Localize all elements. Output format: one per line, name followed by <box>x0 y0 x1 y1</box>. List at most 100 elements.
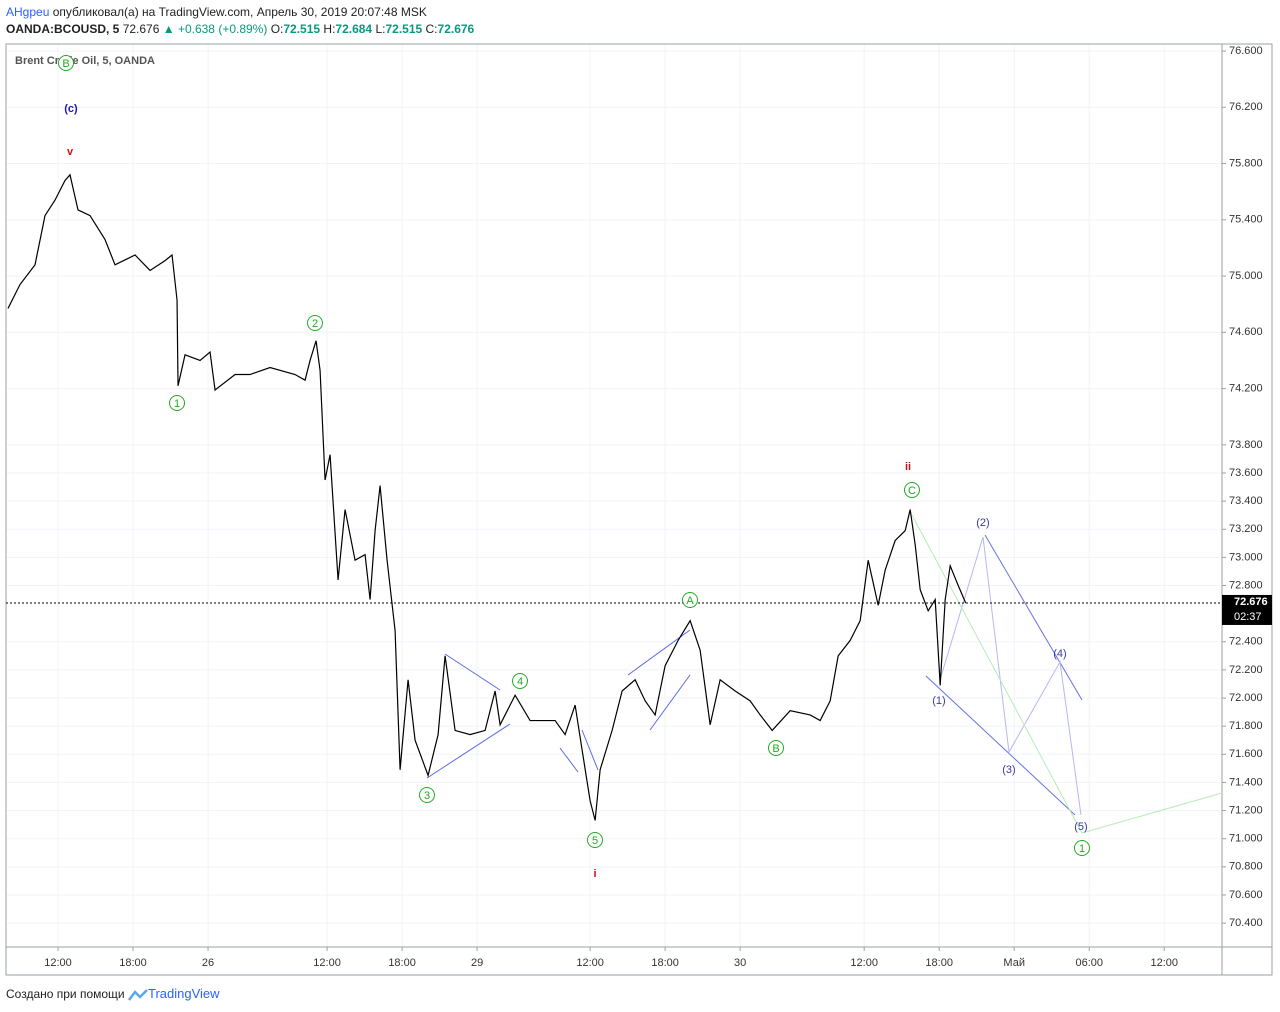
wave-circle <box>1074 840 1090 856</box>
drawings <box>426 514 1223 834</box>
projection <box>939 536 1082 816</box>
x-tick-label: 18:00 <box>119 957 147 969</box>
y-tick-label: 73.200 <box>1229 523 1263 535</box>
wave-label: (2) <box>976 517 989 529</box>
y-tick-label: 71.600 <box>1229 748 1263 760</box>
author[interactable]: AHgpeu <box>6 5 50 19</box>
made-with: Создано при помощи <box>6 987 125 1001</box>
y-tick-label: 74.200 <box>1229 383 1263 395</box>
x-tick-label: 06:00 <box>1075 957 1103 969</box>
grid <box>6 44 1222 947</box>
y-tick-label: 76.200 <box>1229 101 1263 113</box>
publish-line: AHgpeu опубликовал(а) на TradingView.com… <box>6 4 474 21</box>
x-tick-label: 18:00 <box>651 957 679 969</box>
last: 72.676 <box>122 22 160 36</box>
wave-label: 2 <box>312 318 318 330</box>
brand-logo <box>127 988 148 1001</box>
wave-circle <box>169 395 185 411</box>
projection <box>911 514 1223 834</box>
x-tick-label: 12:00 <box>1150 957 1178 969</box>
l-label: L: <box>375 22 386 36</box>
y-tick-label: 73.000 <box>1229 551 1263 563</box>
y-tick-label: 75.400 <box>1229 214 1263 226</box>
wave-label: (4) <box>1053 648 1066 660</box>
published: опубликовал(а) на TradingView.com, Апрел… <box>52 5 427 19</box>
wave-label: B <box>772 743 779 755</box>
wave-label: A <box>686 595 694 607</box>
x-tick-label: 26 <box>202 957 214 969</box>
h-label: H: <box>323 22 336 36</box>
trend-line <box>925 675 1076 816</box>
x-tick-label: 18:00 <box>388 957 416 969</box>
y-tick-label: 71.200 <box>1229 804 1263 816</box>
countdown: 02:37 <box>1234 611 1262 623</box>
brand[interactable]: TradingView <box>147 986 220 1001</box>
price-tag <box>1222 594 1272 625</box>
high: 72.684 <box>335 22 373 36</box>
y-tick-label: 72.000 <box>1229 692 1263 704</box>
wave-label: 4 <box>517 676 523 688</box>
x-tick-label: 12:00 <box>850 957 878 969</box>
footer: Создано при помощи TradingView <box>6 986 220 1001</box>
price-tag-label: 72.676 <box>1234 596 1268 608</box>
wave-circle <box>58 55 74 71</box>
legend-series: Brent Crude Oil, 5, OANDA <box>15 55 155 67</box>
wave-label: (5) <box>1074 821 1087 833</box>
trend-line <box>426 723 511 779</box>
wave-label: ii <box>905 461 911 473</box>
x-tick-label: Май <box>1003 957 1025 969</box>
wave-label: C <box>908 485 916 497</box>
wave-circle <box>904 482 920 498</box>
price-line <box>7 173 967 821</box>
wave-label: i <box>593 868 596 880</box>
y-tick-label: 70.800 <box>1229 861 1263 873</box>
change: ▲ +0.638 (+0.89%) <box>162 22 268 36</box>
y-tick-label: 73.800 <box>1229 439 1263 451</box>
wave-label: v <box>67 146 74 158</box>
y-tick-label: 72.400 <box>1229 636 1263 648</box>
trend-line <box>559 747 579 773</box>
wave-circle <box>307 315 323 331</box>
trend-line <box>649 674 691 731</box>
wave-label: 3 <box>424 790 430 802</box>
wave-label: (1) <box>932 695 945 707</box>
y-tick-label: 73.600 <box>1229 467 1263 479</box>
symbol: OANDA:BCOUSD, 5 <box>6 22 120 36</box>
y-tick-label: 74.600 <box>1229 326 1263 338</box>
y-tick-label: 71.400 <box>1229 776 1263 788</box>
x-tick-label: 12:00 <box>44 957 72 969</box>
wave-circle <box>419 787 435 803</box>
y-tick-label: 75.000 <box>1229 270 1263 282</box>
y-tick-label: 70.600 <box>1229 889 1263 901</box>
wave-circle <box>682 592 698 608</box>
x-tick-label: 30 <box>734 957 746 969</box>
y-tick-label: 73.400 <box>1229 495 1263 507</box>
ohlc-line: OANDA:BCOUSD, 5 72.676 ▲ +0.638 (+0.89%)… <box>6 21 474 38</box>
y-tick-label: 75.800 <box>1229 157 1263 169</box>
wave-circle <box>587 832 603 848</box>
low: 72.515 <box>385 22 423 36</box>
x-tick-label: 29 <box>471 957 483 969</box>
wave-label: 1 <box>1079 843 1085 855</box>
wave-label: 1 <box>174 398 180 410</box>
wave-label: 5 <box>592 835 598 847</box>
chart-frame <box>5 43 1273 976</box>
x-tick-label: 12:00 <box>576 957 604 969</box>
wave-circle <box>512 673 528 689</box>
o-label: O: <box>270 22 284 36</box>
y-tick-label: 71.800 <box>1229 720 1263 732</box>
y-tick-label: 72.800 <box>1229 579 1263 591</box>
x-tick-label: 12:00 <box>313 957 341 969</box>
trend-line <box>581 729 599 771</box>
y-tick-label: 76.600 <box>1229 45 1263 57</box>
wave-label: (c) <box>64 103 78 115</box>
c-label: C: <box>425 22 438 36</box>
y-tick-label: 70.400 <box>1229 917 1263 929</box>
y-tick-label: 72.200 <box>1229 664 1263 676</box>
open: 72.515 <box>283 22 321 36</box>
wave-label: (3) <box>1002 764 1015 776</box>
header: AHgpeu опубликовал(а) на TradingView.com… <box>6 4 474 38</box>
wave-circle <box>768 740 784 756</box>
